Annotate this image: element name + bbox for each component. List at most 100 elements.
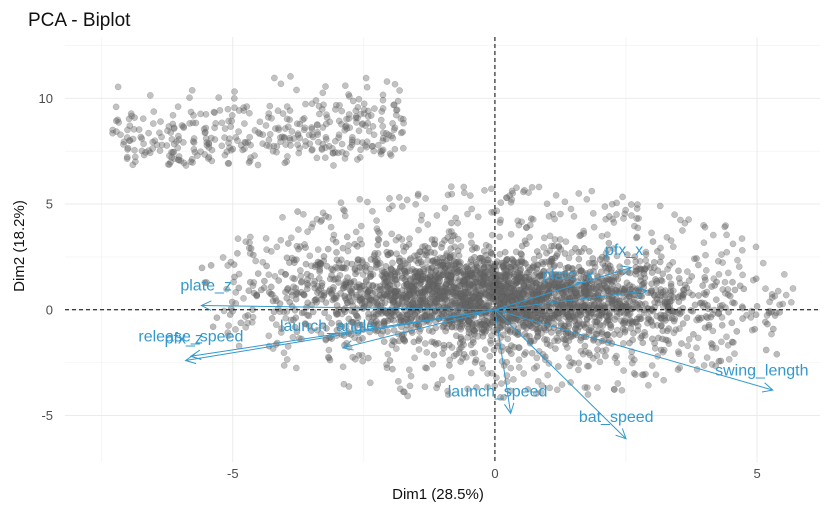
data-point <box>613 211 620 218</box>
data-point <box>610 219 618 226</box>
data-point <box>395 257 403 265</box>
data-point <box>670 329 678 337</box>
data-point <box>529 216 537 223</box>
data-point <box>656 258 664 266</box>
data-point <box>578 248 585 255</box>
data-point <box>246 133 253 141</box>
data-point <box>509 259 517 267</box>
data-point <box>224 262 232 269</box>
data-point <box>266 102 274 110</box>
data-point <box>557 210 564 218</box>
data-point <box>555 363 562 370</box>
data-point <box>536 272 544 280</box>
data-point <box>521 237 529 245</box>
data-point <box>728 319 736 327</box>
data-point <box>641 274 649 282</box>
data-point <box>768 330 775 338</box>
data-point <box>674 294 682 301</box>
data-point <box>577 337 584 344</box>
data-point <box>482 241 490 249</box>
data-point <box>624 258 631 266</box>
data-point <box>652 286 660 294</box>
data-point <box>438 376 446 384</box>
data-point <box>497 277 505 285</box>
data-point <box>440 341 448 349</box>
data-point <box>501 275 509 283</box>
data-point <box>298 278 306 285</box>
data-point <box>292 364 300 372</box>
data-point <box>308 146 316 153</box>
data-point <box>169 112 177 119</box>
data-point <box>371 105 378 112</box>
data-point <box>429 360 437 368</box>
data-point <box>395 300 403 308</box>
data-point <box>452 332 460 340</box>
data-point <box>322 83 329 90</box>
data-point <box>208 146 216 154</box>
data-point <box>493 374 500 382</box>
data-point <box>471 359 479 366</box>
data-point <box>246 109 253 117</box>
data-point <box>459 354 466 362</box>
data-point <box>464 265 472 272</box>
data-point <box>304 281 311 289</box>
data-point <box>460 277 467 284</box>
data-point <box>455 252 463 259</box>
y-tick-label: 10 <box>39 91 53 106</box>
data-point <box>526 339 534 347</box>
data-point <box>736 282 744 290</box>
data-point <box>788 298 795 306</box>
data-point <box>407 255 414 262</box>
data-point <box>596 282 603 290</box>
data-point <box>338 120 345 128</box>
data-point <box>164 127 171 134</box>
data-point <box>179 139 187 146</box>
data-point <box>275 277 283 284</box>
data-point <box>546 247 554 254</box>
data-point <box>515 356 523 364</box>
data-point <box>659 288 667 296</box>
data-point <box>246 250 254 257</box>
data-point <box>385 131 393 139</box>
data-point <box>467 341 475 349</box>
data-point <box>652 371 660 379</box>
data-point <box>630 329 637 337</box>
data-point <box>683 314 691 322</box>
data-point <box>725 308 732 316</box>
data-point <box>396 258 403 265</box>
data-point <box>476 298 484 306</box>
data-point <box>425 286 433 294</box>
data-point <box>582 348 589 355</box>
data-point <box>387 265 395 272</box>
data-point <box>734 256 741 264</box>
data-point <box>480 320 488 328</box>
data-point <box>345 242 352 249</box>
data-point <box>253 291 260 299</box>
data-point <box>486 352 494 360</box>
data-point <box>391 80 399 88</box>
data-point <box>520 323 528 331</box>
data-point <box>398 236 406 243</box>
data-point <box>322 133 330 141</box>
data-point <box>454 235 462 243</box>
data-point <box>421 340 429 347</box>
data-point <box>411 354 418 362</box>
data-point <box>539 260 547 268</box>
data-point <box>701 223 709 231</box>
data-point <box>318 146 326 153</box>
data-point <box>782 291 790 299</box>
data-point <box>438 240 446 248</box>
data-point <box>541 234 548 242</box>
data-point <box>381 278 389 286</box>
data-point <box>613 359 621 367</box>
data-point <box>647 264 654 271</box>
data-point <box>545 258 553 265</box>
data-point <box>455 323 463 331</box>
data-point <box>467 369 475 377</box>
data-point <box>642 251 650 258</box>
data-point <box>207 134 215 142</box>
data-point <box>528 311 536 319</box>
data-point <box>407 372 415 380</box>
data-point <box>383 270 391 278</box>
data-point <box>357 288 364 296</box>
